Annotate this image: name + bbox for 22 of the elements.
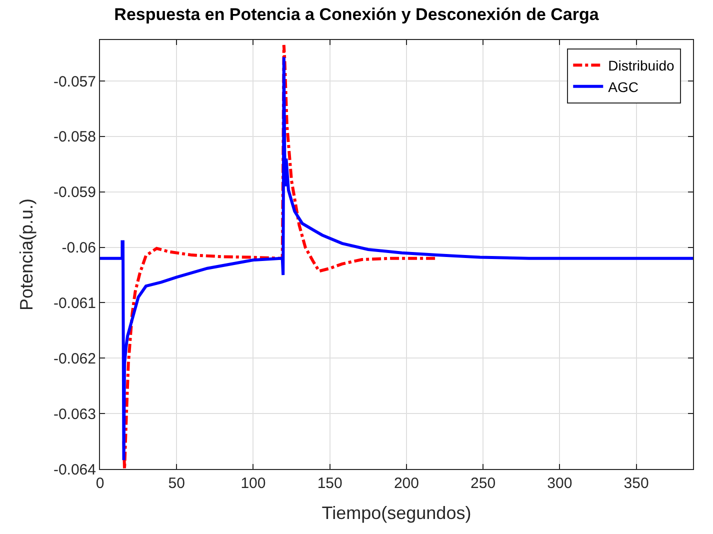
- y-tick-label: -0.058: [53, 128, 96, 146]
- y-axis-title: Potencia(p.u.): [16, 198, 37, 311]
- x-tick-label: 0: [96, 475, 104, 492]
- line-series: [100, 56, 693, 462]
- legend-label: Distribuido: [608, 58, 674, 74]
- x-tick-label: 200: [394, 475, 419, 492]
- y-tick-label: -0.062: [53, 350, 96, 368]
- x-tick-label: 350: [624, 475, 649, 492]
- legend-label: AGC: [608, 78, 638, 95]
- x-tick-label: 50: [168, 475, 185, 492]
- y-tick-label: -0.061: [53, 294, 96, 312]
- y-tick-label: -0.064: [53, 461, 96, 478]
- x-axis-title: Tiempo(segundos): [322, 503, 472, 524]
- y-tick-label: -0.059: [53, 184, 96, 202]
- chart-title: Respuesta en Potencia a Conexión y Desconexión de Carga: [114, 4, 600, 24]
- y-tick-label: -0.057: [53, 73, 96, 90]
- x-tick-label: 150: [317, 475, 342, 492]
- y-tick-label: -0.063: [53, 406, 96, 423]
- x-tick-label: 100: [240, 475, 266, 492]
- x-tick-label: 300: [547, 475, 572, 492]
- y-tick-label: -0.06: [62, 240, 96, 257]
- x-tick-label: 250: [470, 475, 496, 492]
